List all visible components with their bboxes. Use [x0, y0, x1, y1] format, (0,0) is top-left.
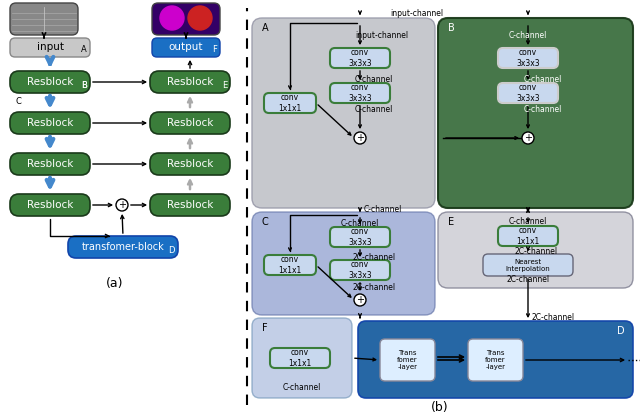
- Text: C: C: [262, 217, 269, 227]
- FancyBboxPatch shape: [264, 255, 316, 275]
- Text: 2C-channel: 2C-channel: [506, 275, 550, 285]
- Text: Resblock: Resblock: [167, 77, 213, 87]
- FancyBboxPatch shape: [264, 93, 316, 113]
- Text: conv
3x3x3: conv 3x3x3: [348, 48, 372, 68]
- FancyBboxPatch shape: [330, 227, 390, 247]
- FancyBboxPatch shape: [498, 83, 558, 103]
- Text: C-channel: C-channel: [341, 218, 379, 228]
- FancyBboxPatch shape: [10, 112, 90, 134]
- FancyBboxPatch shape: [380, 339, 435, 381]
- Text: C-channel: C-channel: [533, 9, 572, 17]
- Text: C: C: [16, 97, 22, 105]
- FancyBboxPatch shape: [330, 260, 390, 280]
- Text: Resblock: Resblock: [27, 200, 73, 210]
- FancyBboxPatch shape: [152, 38, 220, 57]
- Text: Resblock: Resblock: [27, 118, 73, 128]
- Text: 2C-channel: 2C-channel: [353, 283, 396, 292]
- FancyBboxPatch shape: [252, 18, 435, 208]
- Circle shape: [522, 132, 534, 144]
- Text: transfomer-block: transfomer-block: [82, 242, 164, 252]
- Text: 2C-channel: 2C-channel: [532, 313, 575, 323]
- FancyBboxPatch shape: [330, 83, 390, 103]
- FancyBboxPatch shape: [150, 153, 230, 175]
- FancyBboxPatch shape: [468, 339, 523, 381]
- FancyBboxPatch shape: [10, 194, 90, 216]
- Text: +: +: [118, 200, 126, 210]
- Text: conv
3x3x3: conv 3x3x3: [516, 48, 540, 68]
- Text: Nearest
Interpolation: Nearest Interpolation: [506, 259, 550, 271]
- FancyBboxPatch shape: [10, 153, 90, 175]
- Text: D: D: [168, 246, 175, 255]
- Circle shape: [354, 294, 366, 306]
- Text: 2C-channel: 2C-channel: [353, 254, 396, 263]
- FancyBboxPatch shape: [68, 236, 178, 258]
- Text: F: F: [212, 45, 217, 54]
- Text: +: +: [356, 133, 364, 143]
- Text: Trans
fomer
-layer: Trans fomer -layer: [397, 350, 418, 370]
- Text: conv
1x1x1: conv 1x1x1: [278, 93, 301, 113]
- Text: (a): (a): [106, 276, 124, 290]
- FancyBboxPatch shape: [438, 212, 633, 288]
- FancyBboxPatch shape: [358, 321, 633, 398]
- Circle shape: [354, 132, 366, 144]
- Text: conv
1x1x1: conv 1x1x1: [516, 226, 540, 246]
- Text: E: E: [221, 81, 227, 90]
- Text: C-channel: C-channel: [509, 218, 547, 226]
- FancyBboxPatch shape: [150, 71, 230, 93]
- Circle shape: [160, 6, 184, 30]
- Text: conv
1x1x1: conv 1x1x1: [289, 348, 312, 368]
- FancyBboxPatch shape: [10, 3, 78, 35]
- Text: C-channel: C-channel: [283, 384, 321, 392]
- Text: (b): (b): [431, 401, 449, 413]
- FancyBboxPatch shape: [483, 254, 573, 276]
- Circle shape: [188, 6, 212, 30]
- Text: B: B: [81, 81, 87, 90]
- Text: B: B: [448, 23, 455, 33]
- Text: C-channel: C-channel: [355, 76, 393, 85]
- Text: conv
3x3x3: conv 3x3x3: [348, 260, 372, 280]
- Text: conv
3x3x3: conv 3x3x3: [348, 83, 372, 103]
- FancyBboxPatch shape: [10, 38, 90, 57]
- Text: B: B: [81, 81, 87, 90]
- FancyBboxPatch shape: [270, 348, 330, 368]
- Text: D: D: [618, 326, 625, 336]
- Text: Resblock: Resblock: [167, 118, 213, 128]
- Text: input-channel: input-channel: [390, 9, 443, 17]
- Text: A: A: [262, 23, 269, 33]
- Text: conv
1x1x1: conv 1x1x1: [278, 255, 301, 275]
- Text: conv
3x3x3: conv 3x3x3: [348, 227, 372, 247]
- Text: +: +: [524, 133, 532, 143]
- Text: C-channel: C-channel: [524, 76, 562, 85]
- Text: C-channel: C-channel: [364, 206, 403, 214]
- FancyBboxPatch shape: [10, 71, 90, 93]
- FancyBboxPatch shape: [150, 194, 230, 216]
- Text: Resblock: Resblock: [27, 159, 73, 169]
- Text: Trans
fomer
-layer: Trans fomer -layer: [485, 350, 506, 370]
- Text: C-channel: C-channel: [509, 31, 547, 40]
- Text: Resblock: Resblock: [27, 77, 73, 87]
- Text: A: A: [81, 45, 87, 54]
- Text: C-channel: C-channel: [355, 104, 393, 114]
- Text: E: E: [448, 217, 454, 227]
- Text: input-channel: input-channel: [355, 31, 408, 40]
- Text: Resblock: Resblock: [167, 159, 213, 169]
- Text: Resblock: Resblock: [167, 200, 213, 210]
- Text: 2C-channel: 2C-channel: [515, 247, 557, 256]
- Text: +: +: [356, 295, 364, 305]
- Text: output: output: [169, 43, 204, 52]
- FancyBboxPatch shape: [252, 318, 352, 398]
- FancyBboxPatch shape: [330, 48, 390, 68]
- FancyBboxPatch shape: [498, 226, 558, 246]
- FancyBboxPatch shape: [152, 3, 220, 35]
- FancyBboxPatch shape: [498, 48, 558, 68]
- Text: C-channel: C-channel: [524, 104, 562, 114]
- Circle shape: [116, 199, 128, 211]
- Text: input: input: [36, 43, 63, 52]
- FancyBboxPatch shape: [252, 212, 435, 315]
- FancyBboxPatch shape: [150, 112, 230, 134]
- Text: conv
3x3x3: conv 3x3x3: [516, 83, 540, 103]
- FancyBboxPatch shape: [438, 18, 633, 208]
- Text: F: F: [262, 323, 268, 333]
